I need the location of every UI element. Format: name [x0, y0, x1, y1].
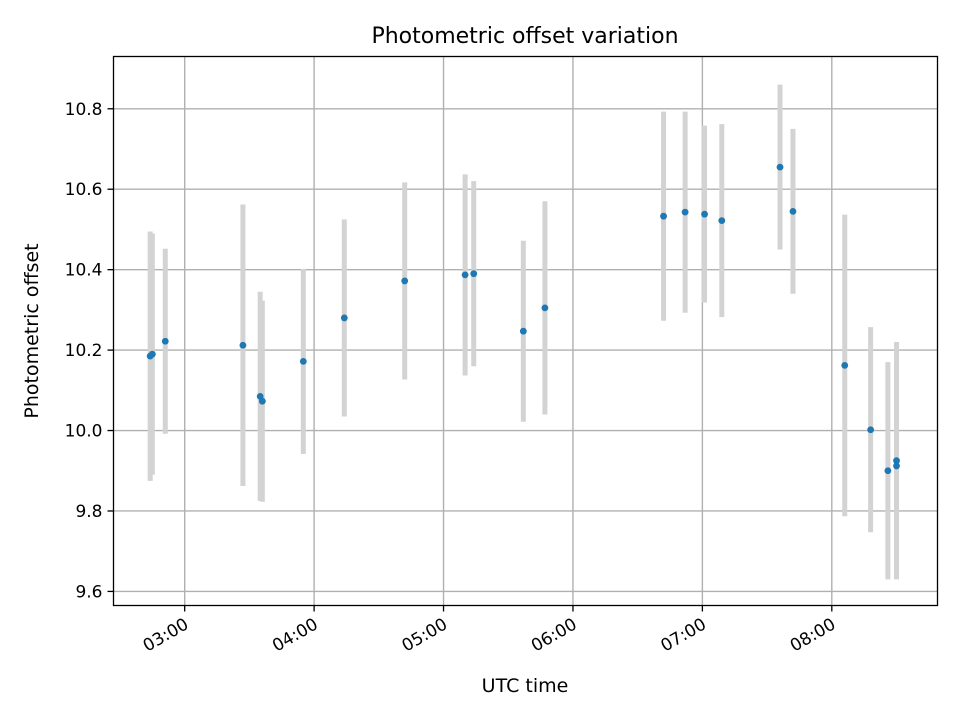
data-point: [893, 457, 900, 465]
y-tick-label: 9.8: [75, 502, 102, 522]
data-point: [299, 357, 307, 365]
y-tick-label: 10.2: [65, 341, 103, 361]
x-tick-label: 03:00: [140, 615, 192, 657]
y-tick-label: 10.0: [65, 422, 103, 442]
data-point: [776, 163, 784, 171]
data-point: [541, 304, 549, 312]
grid: [113, 56, 938, 606]
data-point: [660, 212, 667, 220]
data-point: [841, 361, 849, 369]
plot-frame: [112, 55, 939, 607]
x-tick-label: 08:00: [787, 615, 839, 657]
x-tick-label: 06:00: [528, 615, 580, 657]
y-tick-label: 9.6: [75, 582, 102, 602]
y-tick-label: 10.4: [65, 261, 103, 281]
data-point: [718, 217, 726, 224]
data-point: [470, 270, 478, 278]
data-point: [401, 277, 409, 285]
x-axis-ticks: 03:00 04:00 05:00 06:00 07:00 08:00: [140, 605, 839, 657]
data-point: [340, 314, 348, 322]
x-tick-label: 07:00: [657, 615, 709, 657]
data-point: [161, 337, 169, 345]
y-tick-label: 10.6: [65, 180, 103, 200]
data-points: [146, 163, 900, 475]
data-point: [519, 327, 527, 335]
chart-title: Photometric offset variation: [371, 24, 678, 49]
data-point: [239, 341, 247, 349]
x-axis-label: UTC time: [482, 675, 569, 697]
y-tick-label: 10.8: [65, 100, 103, 120]
data-point: [884, 467, 892, 475]
data-point: [258, 397, 266, 405]
data-point: [461, 271, 469, 279]
data-point: [148, 350, 156, 358]
x-tick-label: 05:00: [399, 615, 451, 657]
y-axis-label: Photometric offset: [21, 243, 43, 418]
data-point: [681, 208, 689, 216]
data-point: [701, 210, 708, 218]
y-axis-ticks: 9.6 9.8 10.0 10.2 10.4 10.6 10.8: [65, 100, 114, 602]
data-point: [867, 426, 875, 434]
x-tick-label: 04:00: [269, 615, 321, 657]
data-point: [789, 207, 797, 215]
data-point: [893, 462, 900, 470]
